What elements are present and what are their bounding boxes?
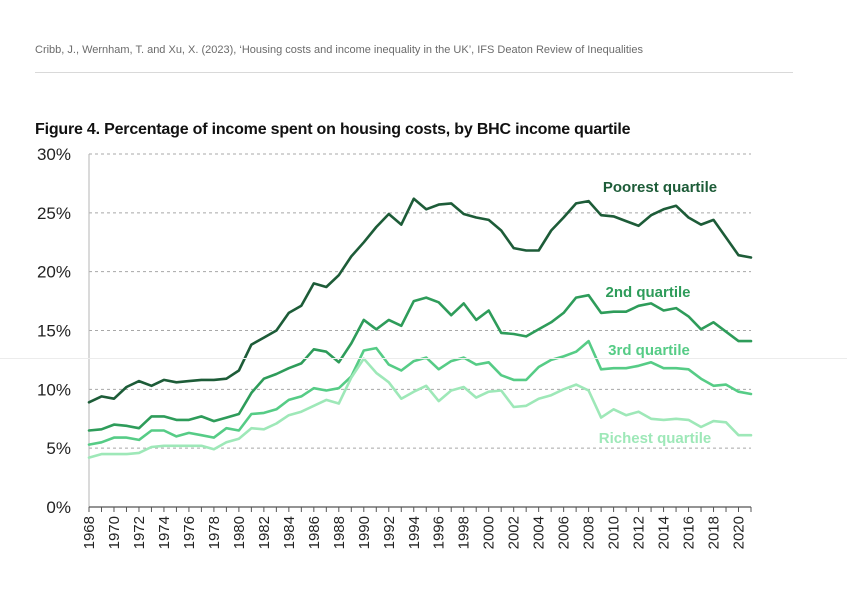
x-axis: 1968 1970 1972 1974 1976 1978 1980 1982 1984 1986…	[81, 506, 752, 549]
x-tick-label: 1968	[81, 516, 98, 549]
x-tick-label: 1984	[281, 516, 298, 549]
y-tick-label: 15%	[37, 322, 71, 341]
x-tick-label: 1986	[306, 516, 323, 549]
x-tick-label: 2000	[481, 516, 498, 549]
x-tick-label: 1994	[406, 516, 423, 549]
divider	[35, 72, 793, 73]
x-tick-label: 1988	[331, 516, 348, 549]
series-line	[87, 357, 753, 459]
series-line	[87, 339, 753, 446]
x-tick-label: 1976	[181, 516, 198, 549]
x-tick-label: 2010	[606, 516, 623, 549]
series-label: Poorest quartile	[603, 179, 717, 196]
x-tick-label: 1972	[131, 516, 148, 549]
grid-lines	[88, 153, 751, 507]
y-axis-ticks: 0% 5% 10% 15% 20% 25% 30%	[37, 145, 71, 517]
series-line	[87, 197, 753, 404]
x-tick-label: 1978	[206, 516, 223, 549]
x-tick-label: 2008	[581, 516, 598, 549]
y-tick-label: 20%	[37, 263, 71, 282]
x-tick-label: 1982	[256, 516, 273, 549]
chart-title: Figure 4. Percentage of income spent on …	[35, 121, 631, 138]
series-label: 2nd quartile	[605, 284, 690, 301]
x-tick-label: 1990	[356, 516, 373, 549]
series-labels: Poorest quartile 2nd quartile 3rd quartile…	[599, 179, 717, 447]
y-tick-label: 5%	[46, 439, 71, 458]
x-tick-label: 1980	[231, 516, 248, 549]
x-tick-label: 2014	[656, 516, 673, 549]
series-line	[87, 293, 753, 432]
y-tick-label: 10%	[37, 380, 71, 399]
x-tick-label: 1974	[156, 516, 173, 549]
x-tick-label: 2020	[731, 516, 748, 549]
x-tick-label: 2018	[706, 516, 723, 549]
x-tick-label: 1970	[106, 516, 123, 549]
x-tick-label: 2006	[556, 516, 573, 549]
series-lines	[87, 197, 753, 459]
divider	[0, 358, 847, 359]
x-tick-label: 2004	[531, 516, 548, 549]
y-tick-label: 30%	[37, 145, 71, 164]
series-label: Richest quartile	[599, 430, 712, 447]
x-tick-label: 2002	[506, 516, 523, 549]
y-tick-label: 0%	[46, 498, 71, 517]
x-tick-label: 1998	[456, 516, 473, 549]
x-tick-label: 1992	[381, 516, 398, 549]
x-tick-label: 1996	[431, 516, 448, 549]
series-label: 3rd quartile	[608, 342, 690, 359]
citation: Cribb, J., Wernham, T. and Xu, X. (2023)…	[35, 44, 643, 56]
y-tick-label: 25%	[37, 204, 71, 223]
x-tick-label: 2012	[631, 516, 648, 549]
x-tick-label: 2016	[681, 516, 698, 549]
